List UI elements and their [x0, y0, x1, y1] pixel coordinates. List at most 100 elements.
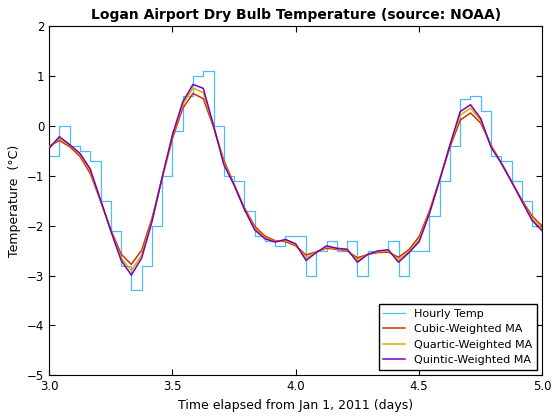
Quartic-Weighted MA — [231, 182, 237, 187]
Quintic-Weighted MA — [108, 228, 114, 234]
Quintic-Weighted MA — [395, 260, 402, 265]
Quartic-Weighted MA — [395, 257, 402, 262]
Quintic-Weighted MA — [385, 247, 391, 252]
Quintic-Weighted MA — [354, 260, 361, 265]
Quartic-Weighted MA — [539, 227, 546, 232]
Cubic-Weighted MA — [128, 262, 135, 267]
Quintic-Weighted MA — [272, 239, 278, 244]
Quintic-Weighted MA — [190, 82, 197, 87]
Quintic-Weighted MA — [241, 207, 248, 212]
Cubic-Weighted MA — [56, 138, 63, 143]
Quintic-Weighted MA — [282, 237, 289, 242]
Hourly Temp — [87, 148, 94, 153]
Quartic-Weighted MA — [354, 257, 361, 262]
Line: Cubic-Weighted MA: Cubic-Weighted MA — [49, 94, 543, 265]
Quintic-Weighted MA — [118, 258, 124, 263]
Cubic-Weighted MA — [313, 249, 320, 254]
Cubic-Weighted MA — [498, 160, 505, 165]
Quintic-Weighted MA — [46, 146, 53, 151]
Cubic-Weighted MA — [46, 144, 53, 149]
Cubic-Weighted MA — [272, 238, 278, 243]
Quartic-Weighted MA — [323, 244, 330, 249]
Cubic-Weighted MA — [519, 197, 525, 202]
Cubic-Weighted MA — [477, 121, 484, 126]
Quartic-Weighted MA — [477, 118, 484, 123]
Quintic-Weighted MA — [467, 102, 474, 107]
Quartic-Weighted MA — [426, 210, 433, 215]
Quintic-Weighted MA — [200, 86, 207, 91]
Cubic-Weighted MA — [416, 234, 422, 239]
Cubic-Weighted MA — [508, 179, 515, 184]
Cubic-Weighted MA — [488, 142, 494, 147]
Title: Logan Airport Dry Bulb Temperature (source: NOAA): Logan Airport Dry Bulb Temperature (sour… — [91, 8, 501, 22]
Quintic-Weighted MA — [262, 236, 268, 241]
Quintic-Weighted MA — [159, 175, 166, 180]
Quintic-Weighted MA — [231, 182, 237, 187]
Quartic-Weighted MA — [529, 216, 535, 221]
Quartic-Weighted MA — [303, 255, 310, 260]
Hourly Temp — [539, 233, 546, 238]
Quartic-Weighted MA — [272, 239, 278, 244]
Quintic-Weighted MA — [210, 123, 217, 128]
Y-axis label: Temperature  (°C): Temperature (°C) — [8, 144, 21, 257]
Quartic-Weighted MA — [457, 113, 464, 118]
Quintic-Weighted MA — [97, 197, 104, 202]
Cubic-Weighted MA — [169, 136, 176, 141]
Cubic-Weighted MA — [262, 234, 268, 239]
Hourly Temp — [66, 123, 73, 129]
Quartic-Weighted MA — [282, 238, 289, 243]
Quartic-Weighted MA — [334, 246, 340, 251]
Quintic-Weighted MA — [292, 241, 299, 247]
Quartic-Weighted MA — [262, 235, 268, 240]
Quartic-Weighted MA — [210, 123, 217, 129]
Cubic-Weighted MA — [385, 249, 391, 255]
Cubic-Weighted MA — [282, 239, 289, 244]
Quintic-Weighted MA — [488, 145, 494, 150]
Hourly Temp — [436, 178, 443, 184]
Quartic-Weighted MA — [241, 206, 248, 211]
Quartic-Weighted MA — [446, 143, 453, 148]
Cubic-Weighted MA — [467, 110, 474, 116]
Line: Quartic-Weighted MA: Quartic-Weighted MA — [49, 88, 543, 270]
Cubic-Weighted MA — [221, 158, 227, 163]
Quintic-Weighted MA — [446, 142, 453, 147]
Quartic-Weighted MA — [138, 252, 145, 257]
Cubic-Weighted MA — [323, 246, 330, 251]
Quintic-Weighted MA — [87, 166, 94, 171]
Quintic-Weighted MA — [138, 256, 145, 261]
Quartic-Weighted MA — [128, 268, 135, 273]
Cubic-Weighted MA — [426, 209, 433, 214]
Cubic-Weighted MA — [405, 247, 412, 252]
Hourly Temp — [46, 153, 53, 158]
Hourly Temp — [179, 94, 186, 99]
Quartic-Weighted MA — [467, 105, 474, 110]
Quartic-Weighted MA — [179, 102, 186, 107]
Quintic-Weighted MA — [148, 220, 155, 225]
Quintic-Weighted MA — [66, 142, 73, 147]
Hourly Temp — [344, 248, 351, 253]
Cubic-Weighted MA — [529, 214, 535, 219]
Quartic-Weighted MA — [159, 175, 166, 180]
Cubic-Weighted MA — [77, 154, 83, 159]
Quintic-Weighted MA — [303, 258, 310, 263]
Cubic-Weighted MA — [190, 91, 197, 96]
Quintic-Weighted MA — [251, 227, 258, 232]
Cubic-Weighted MA — [365, 252, 371, 257]
Cubic-Weighted MA — [118, 252, 124, 257]
Cubic-Weighted MA — [375, 250, 381, 255]
Quintic-Weighted MA — [323, 243, 330, 248]
Quartic-Weighted MA — [488, 144, 494, 149]
Cubic-Weighted MA — [138, 248, 145, 253]
Quartic-Weighted MA — [508, 179, 515, 184]
Line: Quintic-Weighted MA: Quintic-Weighted MA — [49, 84, 543, 275]
Quartic-Weighted MA — [97, 198, 104, 203]
Legend: Hourly Temp, Cubic-Weighted MA, Quartic-Weighted MA, Quintic-Weighted MA: Hourly Temp, Cubic-Weighted MA, Quartic-… — [379, 304, 537, 370]
Quintic-Weighted MA — [365, 252, 371, 257]
Quartic-Weighted MA — [66, 143, 73, 148]
Cubic-Weighted MA — [292, 243, 299, 248]
Quintic-Weighted MA — [426, 211, 433, 216]
Quintic-Weighted MA — [519, 199, 525, 204]
Quartic-Weighted MA — [365, 252, 371, 257]
Quintic-Weighted MA — [169, 132, 176, 137]
Cubic-Weighted MA — [334, 247, 340, 252]
